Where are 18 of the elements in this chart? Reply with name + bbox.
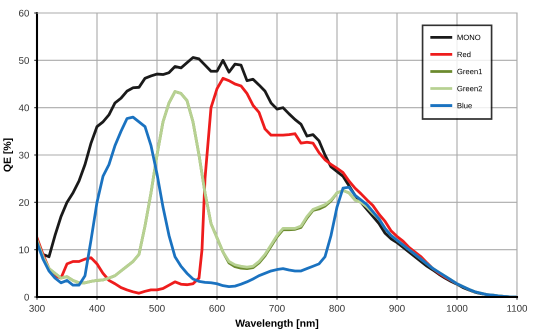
y-tick-label: 0 <box>24 294 29 301</box>
x-tick-label: 500 <box>149 304 165 312</box>
x-tick-label: 600 <box>209 304 225 312</box>
y-tick-label: 20 <box>19 199 29 206</box>
x-tick-label: 900 <box>389 304 405 312</box>
y-axis-title: QE [%] <box>3 138 13 172</box>
x-tick-label: 1100 <box>507 304 528 312</box>
x-tick-label: 400 <box>89 304 105 312</box>
x-tick-label: 300 <box>29 304 45 312</box>
y-tick-label: 40 <box>18 104 29 112</box>
x-axis-title: Wavelength [nm] <box>235 319 318 330</box>
x-tick-label: 1000 <box>446 304 468 312</box>
x-tick-label: 700 <box>269 304 285 312</box>
y-tick-label: 50 <box>18 57 29 64</box>
x-tick-label: 800 <box>329 304 345 312</box>
y-tick-label: 10 <box>19 246 29 254</box>
y-tick-label: 60 <box>19 10 29 17</box>
y-tick-label: 30 <box>18 152 29 159</box>
